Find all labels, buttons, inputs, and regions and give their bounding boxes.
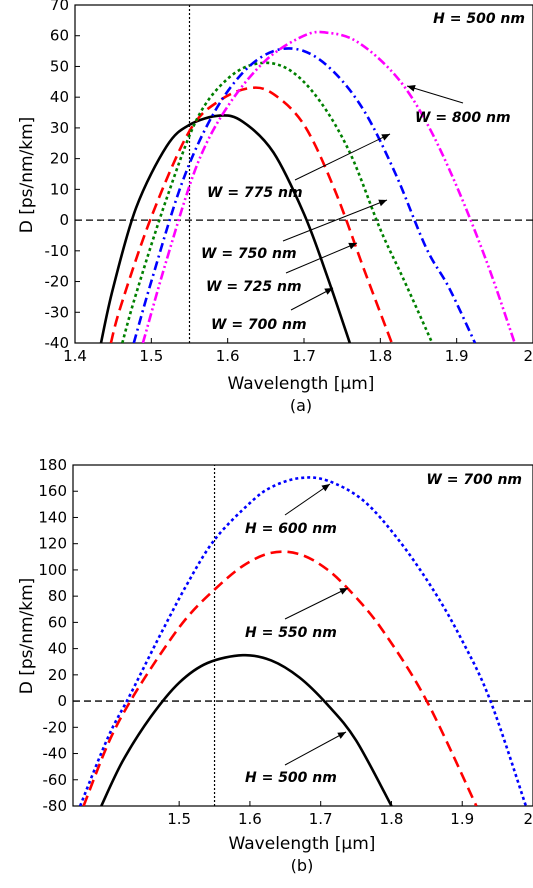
annotation-arrowhead	[381, 134, 390, 141]
y-tick-label: 50	[50, 57, 69, 75]
annotation-arrow	[294, 133, 391, 181]
y-tick-label: -10	[45, 242, 70, 260]
y-tick-label: 120	[38, 535, 67, 553]
annotation-arrowhead	[378, 199, 387, 207]
series-group	[99, 30, 516, 343]
series-line-w-725-nm	[109, 86, 394, 343]
panel-a-xlabel: Wavelength [µm]	[228, 374, 375, 394]
panel-a-ylabel: D [ps/nm/km]	[17, 117, 37, 234]
x-tick-label: 1.9	[450, 810, 474, 828]
series-group	[78, 476, 528, 806]
series-line-h-550-nm	[82, 550, 478, 806]
panel-a-corner-label: H = 500 nm	[433, 11, 525, 27]
panel-b-sublabel: (b)	[291, 856, 314, 875]
y-tick-label: 100	[38, 561, 67, 579]
annotation-arrow	[282, 199, 388, 242]
panel-a-sublabel: (a)	[290, 396, 312, 415]
y-tick-label: 40	[48, 640, 67, 658]
series-line-w-750-nm	[121, 61, 434, 343]
x-tick-label: 1.8	[380, 810, 404, 828]
y-tick-label: 0	[57, 692, 67, 710]
x-tick-label: 1.5	[139, 347, 163, 365]
x-tick-label: 1.7	[292, 347, 316, 365]
y-tick-label: 80	[48, 587, 67, 605]
y-tick-label: 60	[50, 27, 69, 45]
panel-b-ylabel: D [ps/nm/km]	[17, 578, 37, 695]
annotation-label: W = 700 nm	[211, 317, 307, 333]
y-tick-label: 0	[59, 211, 69, 229]
annotation-arrow	[284, 731, 347, 766]
annotation-label: H = 500 nm	[245, 770, 337, 786]
panel-b-chart: D [ps/nm/km] Wavelength [µm] (b) W = 700…	[17, 456, 533, 875]
panel-a-frame	[74, 4, 533, 344]
x-tick-label: 1.6	[238, 810, 262, 828]
annotation-label: W = 800 nm	[415, 110, 511, 126]
series-line-h-600-nm	[78, 476, 528, 806]
series-line-w-800-nm	[141, 30, 516, 343]
y-tick-label: -20	[43, 718, 68, 736]
y-tick-label: 40	[50, 88, 69, 106]
annotation-arrow	[284, 587, 349, 620]
y-tick-label: 70	[50, 0, 69, 14]
annotation-arrowhead	[339, 588, 348, 595]
x-tick-label: 2	[523, 810, 533, 828]
y-tick-label: 10	[50, 180, 69, 198]
y-tick-label: -80	[43, 797, 68, 815]
x-tick-label: 1.4	[63, 347, 87, 365]
y-tick-label: -20	[45, 273, 70, 291]
y-tick-label: -40	[45, 334, 70, 352]
annotation-arrowhead	[348, 242, 357, 250]
x-tick-label: 1.9	[445, 347, 469, 365]
annotation-label: W = 725 nm	[206, 279, 302, 295]
panel-a-chart: D [ps/nm/km] Wavelength [µm] (a) H = 500…	[17, 0, 533, 415]
x-tick-label: 1.7	[309, 810, 333, 828]
annotation-arrowhead	[337, 732, 346, 739]
annotation-arrow	[406, 85, 464, 104]
series-line-h-500-nm	[100, 653, 393, 806]
annotation-arrowhead	[324, 288, 333, 295]
y-tick-label: 20	[48, 666, 67, 684]
annotation-arrowhead	[321, 484, 330, 492]
series-line-w-775-nm	[132, 47, 477, 343]
y-tick-label: -60	[43, 771, 68, 789]
panel-b-xlabel: Wavelength [µm]	[229, 834, 376, 854]
y-tick-label: 30	[50, 119, 69, 137]
annotation-label: H = 600 nm	[245, 521, 337, 537]
x-tick-label: 2	[523, 347, 533, 365]
y-tick-label: 60	[48, 613, 67, 631]
x-tick-label: 1.5	[167, 810, 191, 828]
annotation-arrow	[284, 483, 331, 516]
y-tick-label: 140	[38, 508, 67, 526]
y-tick-label: 160	[38, 482, 67, 500]
y-tick-label: 180	[38, 456, 67, 474]
annotation-arrow	[285, 242, 358, 274]
panel-b-corner-label: W = 700 nm	[426, 472, 522, 488]
annotation-label: H = 550 nm	[245, 625, 337, 641]
series-line-w-700-nm	[99, 114, 352, 343]
annotation-arrowhead	[407, 84, 416, 92]
y-tick-label: -40	[43, 745, 68, 763]
x-tick-label: 1.8	[368, 347, 392, 365]
panel-b-frame	[72, 464, 533, 807]
y-tick-label: 20	[50, 150, 69, 168]
y-tick-label: -30	[45, 303, 70, 321]
annotation-label: W = 775 nm	[207, 185, 303, 201]
x-tick-label: 1.6	[216, 347, 240, 365]
annotation-label: W = 750 nm	[201, 246, 297, 262]
